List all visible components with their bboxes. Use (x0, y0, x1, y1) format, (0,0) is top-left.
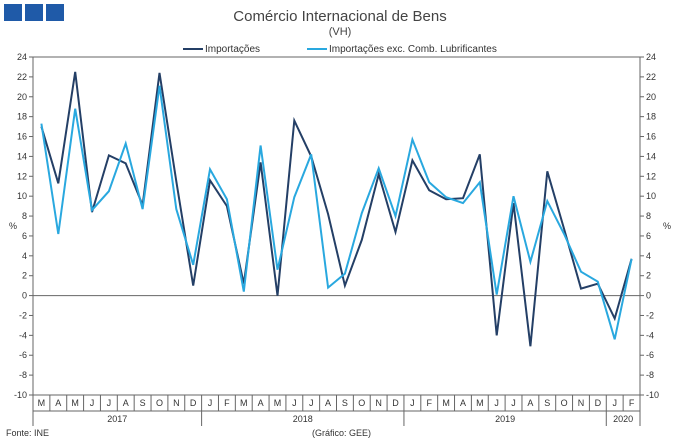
y-tick-label-left: 12 (17, 171, 27, 181)
month-tick-label: M (71, 398, 79, 408)
y-tick-label-left: 2 (22, 271, 27, 281)
y-tick-label-left: -4 (19, 330, 27, 340)
month-tick-label: D (595, 398, 602, 408)
y-tick-label-left: 14 (17, 151, 27, 161)
y-tick-label-left: -6 (19, 350, 27, 360)
month-tick-label: N (578, 398, 585, 408)
month-tick-label: S (342, 398, 348, 408)
y-tick-label-right: 14 (646, 151, 656, 161)
month-tick-label: J (292, 398, 297, 408)
y-axis-label-left: % (9, 221, 17, 231)
gee-logo (4, 4, 64, 21)
y-tick-label-right: -6 (646, 350, 654, 360)
month-tick-label: N (375, 398, 382, 408)
y-tick-label-right: 4 (646, 251, 651, 261)
y-tick-label-right: 12 (646, 171, 656, 181)
chart-subtitle: (VH) (328, 26, 352, 38)
y-tick-label-left: 8 (22, 211, 27, 221)
month-tick-label: A (55, 398, 61, 408)
month-tick-label: F (629, 398, 635, 408)
month-tick-label: M (274, 398, 282, 408)
y-tick-label-right: 2 (646, 271, 651, 281)
logo-square (4, 4, 22, 21)
series-line-importacoes (40, 71, 633, 347)
month-tick-label: A (527, 398, 533, 408)
plot-frame (32, 56, 641, 396)
month-tick-label: J (410, 398, 415, 408)
month-tick-label: N (173, 398, 180, 408)
chart-title: Comércio Internacional de Bens (233, 8, 447, 25)
month-tick-label: J (107, 398, 112, 408)
month-tick-label: O (156, 398, 163, 408)
y-tick-label-right: 6 (646, 231, 651, 241)
month-tick-label: M (240, 398, 248, 408)
month-tick-label: S (140, 398, 146, 408)
month-tick-label: A (325, 398, 331, 408)
y-tick-label-right: 20 (646, 92, 656, 102)
source-note: Fonte: INE (6, 428, 50, 438)
legend-label: Importações (205, 44, 260, 55)
y-tick-label-left: 6 (22, 231, 27, 241)
y-tick-label-left: -8 (19, 370, 27, 380)
y-tick-label-right: 8 (646, 211, 651, 221)
chart-credit: (Gráfico: GEE) (312, 428, 372, 438)
y-tick-label-right: -8 (646, 370, 654, 380)
month-tick-label: J (90, 398, 95, 408)
month-tick-label: A (258, 398, 264, 408)
month-tick-label: M (442, 398, 450, 408)
y-tick-label-left: 16 (17, 132, 27, 142)
month-tick-label: F (224, 398, 230, 408)
month-tick-label: O (561, 398, 568, 408)
month-tick-label: D (392, 398, 399, 408)
y-tick-label-left: -2 (19, 310, 27, 320)
logo-square (25, 4, 43, 21)
y-tick-label-right: 16 (646, 132, 656, 142)
year-label: 2018 (293, 414, 313, 424)
y-tick-label-right: 10 (646, 191, 656, 201)
month-tick-label: F (426, 398, 432, 408)
legend-label: Importações exc. Comb. Lubrificantes (329, 44, 497, 55)
y-axis-label-right: % (663, 221, 671, 231)
month-tick-label: A (460, 398, 466, 408)
y-tick-label-right: -10 (646, 390, 659, 400)
y-tick-label-right: 0 (646, 291, 651, 301)
month-tick-label: M (38, 398, 46, 408)
month-tick-label: J (612, 398, 617, 408)
y-tick-label-right: -4 (646, 330, 654, 340)
year-label: 2019 (495, 414, 515, 424)
year-label: 2020 (613, 414, 633, 424)
month-tick-label: M (476, 398, 484, 408)
month-tick-label: J (494, 398, 499, 408)
y-tick-label-left: -10 (14, 390, 27, 400)
month-tick-label: A (123, 398, 129, 408)
month-tick-label: J (208, 398, 213, 408)
month-tick-label: J (309, 398, 314, 408)
series-line-importacoes-exc-comb (40, 85, 633, 340)
month-tick-label: J (511, 398, 516, 408)
year-label: 2017 (107, 414, 127, 424)
month-tick-label: D (190, 398, 197, 408)
y-tick-label-left: 0 (22, 291, 27, 301)
y-tick-label-left: 22 (17, 72, 27, 82)
y-tick-label-left: 10 (17, 191, 27, 201)
month-tick-label: S (544, 398, 550, 408)
y-tick-label-right: 24 (646, 52, 656, 62)
y-tick-label-left: 20 (17, 92, 27, 102)
y-tick-label-left: 24 (17, 52, 27, 62)
month-tick-label: O (358, 398, 365, 408)
logo-square (46, 4, 64, 21)
y-tick-label-right: 22 (646, 72, 656, 82)
y-tick-label-right: 18 (646, 112, 656, 122)
y-tick-label-left: 4 (22, 251, 27, 261)
y-tick-label-left: 18 (17, 112, 27, 122)
y-tick-label-right: -2 (646, 310, 654, 320)
